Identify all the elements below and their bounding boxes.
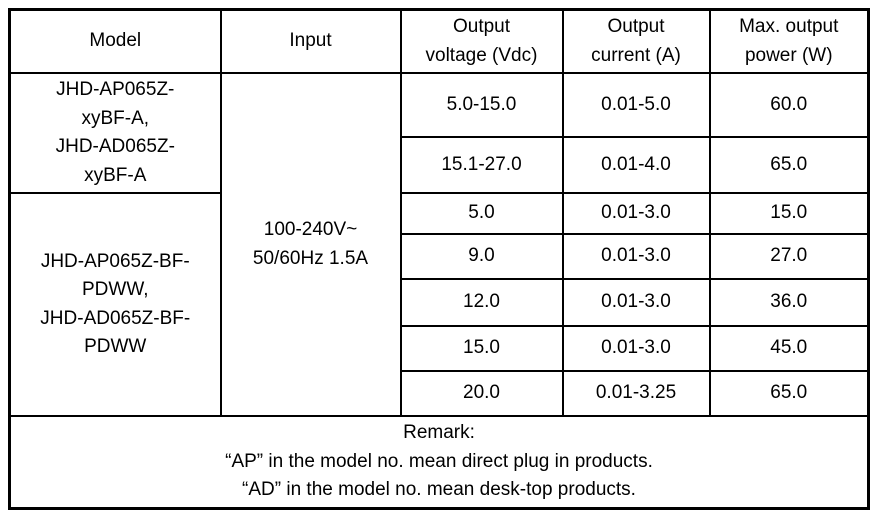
current-cell: 0.01-5.0	[561, 72, 711, 138]
model-group-pdww: JHD-AP065Z-BF- PDWW, JHD-AD065Z-BF- PDWW	[8, 192, 222, 417]
power-spec-table: Model Input Output voltage (Vdc) Output …	[8, 8, 870, 510]
voltage-cell: 5.0-15.0	[399, 72, 564, 138]
header-output-current: Output current (A)	[561, 8, 711, 74]
remark-cell: Remark: “AP” in the model no. mean direc…	[8, 415, 870, 509]
table-row: 15.0 0.01-3.0 45.0	[10, 325, 870, 372]
current-cell: 0.01-3.0	[561, 192, 711, 235]
current-cell: 0.01-3.0	[561, 233, 711, 280]
power-cell: 27.0	[708, 233, 870, 280]
voltage-cell: 12.0	[399, 278, 564, 327]
power-cell: 65.0	[708, 135, 870, 195]
current-cell: 0.01-3.0	[561, 325, 711, 372]
table-row: 12.0 0.01-3.0 36.0	[10, 278, 870, 327]
table-header-row: Model Input Output voltage (Vdc) Output …	[8, 8, 870, 74]
header-input: Input	[219, 8, 402, 74]
header-model: Model	[8, 8, 222, 74]
voltage-cell: 5.0	[399, 192, 564, 235]
power-cell: 15.0	[708, 192, 870, 235]
table-row: JHD-AP065Z-BF- PDWW, JHD-AD065Z-BF- PDWW…	[8, 192, 870, 417]
current-cell: 0.01-3.0	[561, 278, 711, 327]
voltage-cell: 20.0	[399, 370, 564, 417]
voltage-cell: 15.0	[399, 325, 564, 372]
voltage-cell: 9.0	[399, 233, 564, 280]
remark-line-ap: “AP” in the model no. mean direct plug i…	[225, 450, 653, 472]
power-cell: 36.0	[708, 278, 870, 327]
header-max-output-power: Max. output power (W)	[708, 8, 870, 74]
table-row: 20.0 0.01-3.25 65.0	[10, 370, 870, 417]
remark-row: Remark: “AP” in the model no. mean direc…	[8, 415, 870, 509]
table-row: JHD-AP065Z- xyBF-A, JHD-AD065Z- xyBF-A 1…	[8, 72, 870, 417]
remark-line-ad: “AD” in the model no. mean desk-top prod…	[242, 479, 636, 500]
table-row: 9.0 0.01-3.0 27.0	[10, 233, 870, 280]
power-cell: 60.0	[708, 72, 870, 138]
remark-title: Remark:	[403, 422, 475, 443]
table-row: 15.1-27.0 0.01-4.0 65.0	[10, 135, 870, 195]
header-output-voltage: Output voltage (Vdc)	[399, 8, 564, 74]
input-spec-cell: 100-240V~ 50/60Hz 1.5A	[219, 72, 402, 417]
power-cell: 65.0	[708, 370, 870, 417]
power-cell: 45.0	[708, 325, 870, 372]
current-cell: 0.01-4.0	[561, 135, 711, 195]
model-group-xybf: JHD-AP065Z- xyBF-A, JHD-AD065Z- xyBF-A	[8, 72, 222, 194]
voltage-cell: 15.1-27.0	[399, 135, 564, 195]
current-cell: 0.01-3.25	[561, 370, 711, 417]
